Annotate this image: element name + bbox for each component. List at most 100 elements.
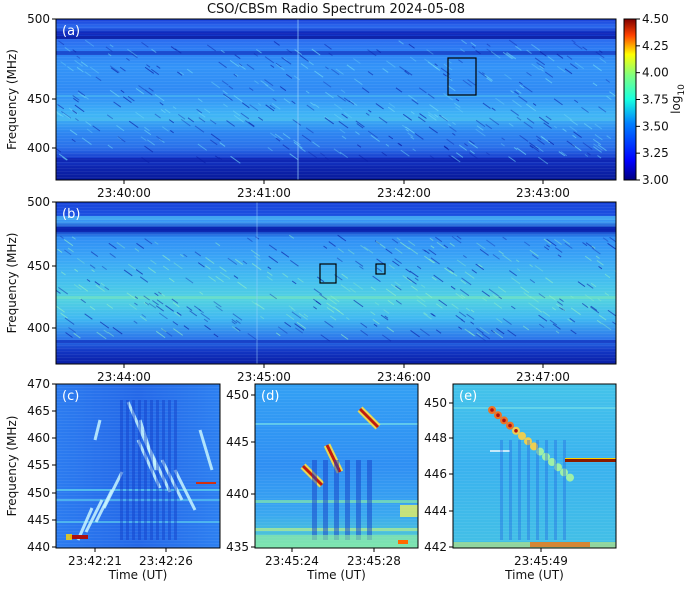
spectrogram-streak xyxy=(105,46,113,52)
spectrogram-streak xyxy=(441,115,449,122)
spectrogram-streak xyxy=(398,142,403,147)
spectrogram-streak xyxy=(246,63,255,70)
spectrogram-streak xyxy=(557,254,562,258)
spectrogram-streak xyxy=(219,266,227,272)
spectrogram-streak xyxy=(411,285,418,291)
spectrogram-streak xyxy=(598,314,607,321)
spectrogram-streak xyxy=(572,134,577,139)
spectrogram-streak xyxy=(135,269,144,275)
spectrogram-streak xyxy=(486,239,496,247)
spectrogram-streak xyxy=(581,302,589,308)
spectrogram-streak xyxy=(176,311,182,316)
spectrogram-streak xyxy=(80,61,89,67)
spectrogram-streak xyxy=(64,317,75,325)
panel-e-ytick-label: 450 xyxy=(424,396,447,410)
spectrogram-streak xyxy=(267,147,273,152)
panel-b-ytick-label: 400 xyxy=(27,321,50,335)
panel-b-ylabel: Frequency (MHz) xyxy=(5,233,19,334)
spectrogram-streak xyxy=(574,62,585,70)
spectrogram-streak xyxy=(513,147,518,150)
spectrogram-streak xyxy=(349,287,356,293)
spectrogram-streak xyxy=(449,126,457,132)
spectrogram-streak xyxy=(233,95,243,103)
spectrogram-streak xyxy=(286,313,295,320)
spectrogram-streak xyxy=(597,298,602,302)
spectrogram-streak xyxy=(86,278,91,282)
spectrogram-streak xyxy=(370,311,376,316)
spectrogram-streak xyxy=(89,66,100,74)
spectrogram-streak xyxy=(405,268,411,273)
spectrogram-streak xyxy=(538,116,550,125)
spectrogram-streak xyxy=(534,57,546,66)
spectrogram-streak xyxy=(281,57,292,65)
spectrogram-streak xyxy=(592,138,602,146)
spectrogram-streak xyxy=(210,133,221,142)
spectrogram-streak xyxy=(469,152,478,160)
spectrogram-streak xyxy=(56,305,65,313)
spectrogram-streak xyxy=(134,302,138,306)
spectrogram-streak xyxy=(333,306,341,313)
spectrogram-streak xyxy=(556,303,566,312)
spectrogram-streak xyxy=(269,132,278,139)
spectrogram-streak xyxy=(547,56,555,62)
spectrogram-streak xyxy=(496,318,503,324)
spectrogram-streak xyxy=(156,65,161,69)
spectrogram-streak xyxy=(139,276,149,283)
spectrogram-streak xyxy=(293,75,301,81)
spectrogram-streak xyxy=(189,310,198,317)
burst-dot xyxy=(554,463,562,472)
spectrogram-streak xyxy=(384,315,389,319)
spectrogram-streak xyxy=(385,248,393,255)
panel-c-ytick-label: 445 xyxy=(27,513,50,527)
spectrogram-streak xyxy=(386,326,395,333)
spectrogram-streak xyxy=(428,126,438,134)
spectrogram-streak xyxy=(546,244,550,248)
burst-shadow xyxy=(120,400,123,540)
spectrogram-streak xyxy=(381,334,392,342)
spectrogram-streak xyxy=(126,57,130,61)
spectrogram-streak xyxy=(219,271,227,277)
spectrogram-streak xyxy=(361,87,370,94)
spectrogram-streak xyxy=(390,283,400,291)
spectrogram-streak xyxy=(224,95,231,100)
panel-b-highlight-box-2 xyxy=(375,263,386,275)
panel-c-label: (c) xyxy=(62,389,79,404)
spectrogram-streak xyxy=(150,259,157,265)
spectrogram-streak xyxy=(460,294,466,299)
spectrogram-streak xyxy=(439,114,449,122)
burst-shadow xyxy=(518,440,521,540)
panel-b-xtick-label: 23:44:00 xyxy=(97,370,151,384)
spectrogram-streak xyxy=(213,333,219,338)
spectrogram-streak xyxy=(570,329,577,335)
spectrogram-streak xyxy=(324,156,329,161)
panel-b-label: (b) xyxy=(62,207,80,222)
spectrogram-streak xyxy=(333,148,342,155)
spectrogram-streak xyxy=(227,257,238,265)
spectrogram-streak xyxy=(505,53,514,60)
spectrogram-streak xyxy=(428,249,437,256)
burst-shadow xyxy=(126,400,129,540)
spectrogram-streak xyxy=(57,103,65,110)
spectrogram-streak xyxy=(400,149,410,157)
spectrogram-streak xyxy=(570,307,581,316)
panel-e-label: (e) xyxy=(459,389,477,404)
spectrogram-streak xyxy=(387,299,395,306)
spectrogram-streak xyxy=(585,242,595,249)
spectrogram-streak xyxy=(123,269,133,277)
spectrogram-streak xyxy=(523,292,532,299)
spectrogram-streak xyxy=(552,323,561,330)
spectrogram-streak xyxy=(172,106,177,110)
burst-shadow xyxy=(138,400,141,540)
spectrogram-streak xyxy=(268,244,278,251)
spectrogram-streak xyxy=(242,260,248,265)
spectrogram-streak xyxy=(460,48,465,53)
spectrogram-streak xyxy=(485,152,490,156)
panel-d-xtick-label: 23:45:24 xyxy=(265,554,319,568)
spectrogram-streak xyxy=(540,135,546,140)
spectrogram-streak xyxy=(258,116,264,121)
spectrogram-streak xyxy=(475,333,486,342)
spectrogram-streak xyxy=(433,274,444,283)
spectrogram-streak xyxy=(486,48,495,55)
burst-shadow xyxy=(144,400,147,540)
spectrogram-streak xyxy=(127,96,135,102)
